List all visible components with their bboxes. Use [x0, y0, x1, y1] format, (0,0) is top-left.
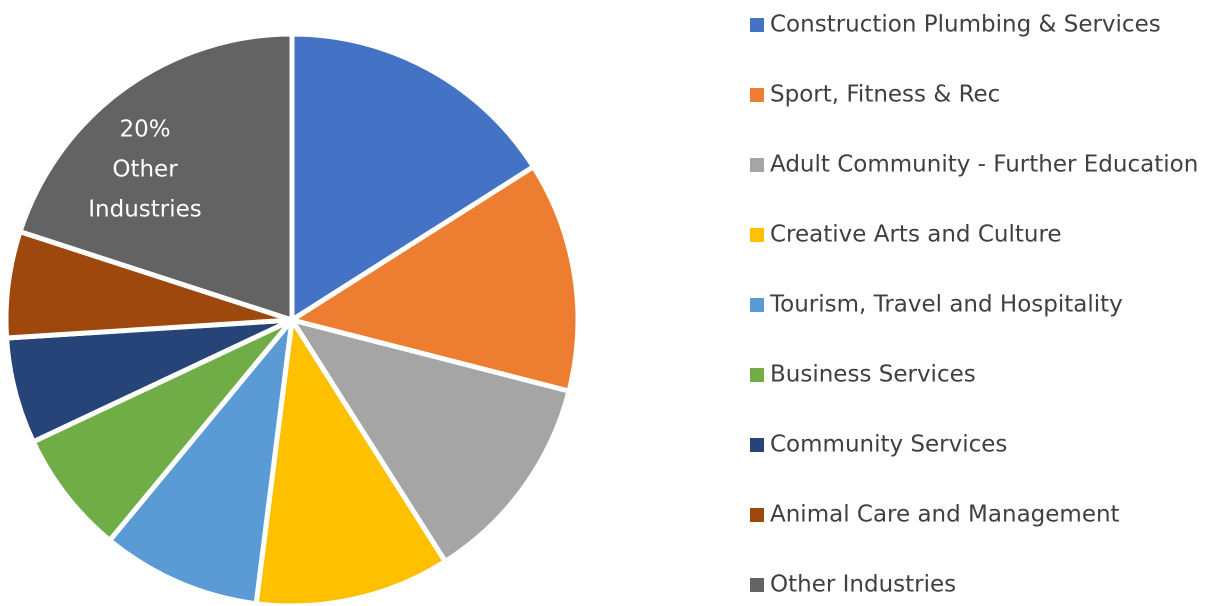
pie-slice: [289, 317, 572, 564]
legend-swatch: [750, 298, 764, 312]
pie-slice: [107, 317, 295, 606]
legend-label: Community Services: [770, 432, 1007, 458]
data-label-category: Other: [112, 157, 178, 183]
legend-label: Construction Plumbing & Services: [770, 12, 1161, 38]
data-label: 20%: [119, 117, 170, 143]
legend-swatch: [750, 228, 764, 242]
legend-swatch: [750, 438, 764, 452]
legend-swatch: [750, 18, 764, 32]
data-label-category: Industries: [88, 197, 202, 223]
legend-swatch: [750, 508, 764, 522]
pie-slice: [289, 164, 581, 394]
legend-label: Business Services: [770, 362, 976, 388]
legend-label: Other Industries: [770, 572, 956, 598]
pie-slice: [289, 31, 536, 323]
legend-label: Animal Care and Management: [770, 502, 1120, 528]
legend-label: Sport, Fitness & Rec: [770, 82, 1000, 108]
pie-slice: [253, 317, 448, 606]
legend-swatch: [750, 578, 764, 592]
legend-label: Tourism, Travel and Hospitality: [769, 292, 1123, 318]
legend-swatch: [750, 88, 764, 102]
legend-label: Creative Arts and Culture: [770, 222, 1062, 248]
legend-swatch: [750, 368, 764, 382]
pie-slice: [17, 31, 295, 323]
legend-label: Adult Community - Further Education: [770, 152, 1198, 178]
legend-swatch: [750, 158, 764, 172]
